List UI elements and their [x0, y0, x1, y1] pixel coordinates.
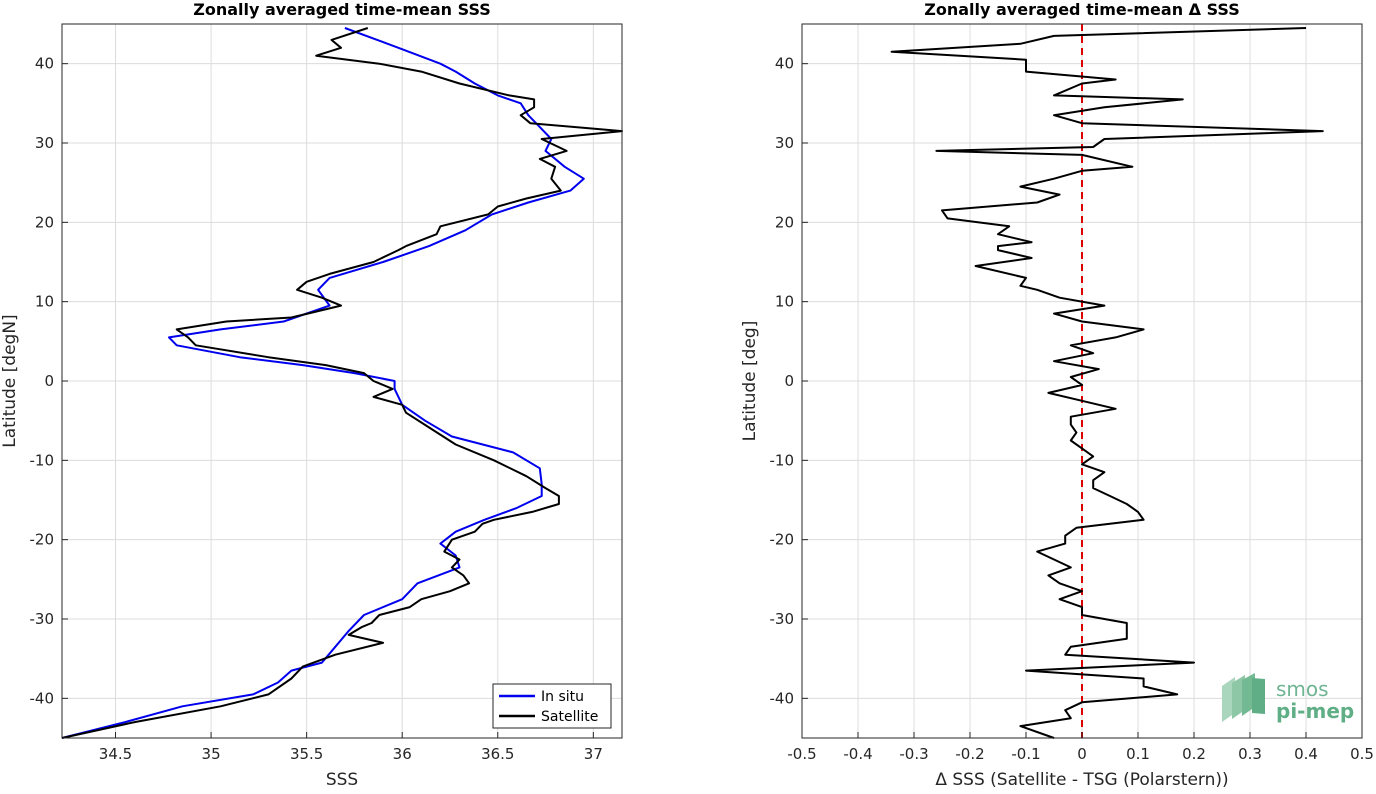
y-tick-label: 10	[35, 293, 54, 311]
y-tick-label: -10	[770, 451, 795, 469]
y-tick-label: 40	[775, 55, 794, 73]
smos-pi-mep-logo: smos pi-mep	[1222, 673, 1354, 723]
x-tick-label: 36.5	[481, 745, 514, 763]
y-tick-label: -20	[770, 531, 795, 549]
logo-text-pimep: pi-mep	[1276, 699, 1354, 723]
logo-wave-3	[1242, 673, 1255, 716]
y-tick-label: -10	[30, 451, 55, 469]
y-axis-label: Latitude [deg]	[740, 321, 760, 442]
x-tick-label: 0.5	[1350, 745, 1374, 763]
y-tick-label: -40	[30, 689, 55, 707]
y-axis-label: Latitude [degN]	[0, 314, 20, 447]
x-tick-label: 0	[1077, 745, 1087, 763]
series-line-delta-sss	[890, 27, 1324, 739]
x-tick-label: 0.1	[1126, 745, 1150, 763]
y-tick-label: -20	[30, 531, 55, 549]
x-tick-label: 35.5	[290, 745, 323, 763]
series-line-in-situ	[61, 27, 585, 739]
logo-wave-4	[1252, 678, 1265, 714]
logo-text-smos: smos	[1276, 677, 1329, 701]
legend-box	[492, 683, 612, 729]
x-tick-label: -0.4	[843, 745, 872, 763]
x-tick-label: 0.4	[1294, 745, 1318, 763]
x-tick-label: 37	[584, 745, 603, 763]
x-tick-label: 36	[393, 745, 412, 763]
x-tick-label: -0.1	[1011, 745, 1040, 763]
y-tick-label: -30	[30, 610, 55, 628]
left-panel: 34.5 35 35.5 36 36.5 37 -40 -30 -20 -10 0 10 20 30 40 Z…	[0, 0, 623, 790]
x-axis-label: Δ SSS (Satellite - TSG (Polarstern))	[935, 770, 1228, 790]
legend-label: Satellite	[541, 709, 598, 725]
x-tick-label: 35	[202, 745, 221, 763]
x-tick-label: -0.5	[787, 745, 816, 763]
y-tick-label: 0	[784, 372, 794, 390]
x-tick-label: 0.2	[1182, 745, 1206, 763]
y-tick-label: -40	[770, 689, 795, 707]
logo-wave-2	[1232, 675, 1245, 719]
y-tick-label: 30	[35, 134, 54, 152]
x-axis-label: SSS	[326, 770, 358, 790]
y-tick-label: 20	[35, 213, 54, 231]
right-panel: -0.5 -0.4 -0.3 -0.2 -0.1 0 0.1 0.2 0.3 0.4 0.5 -40 -…	[740, 0, 1374, 790]
x-tick-label: -0.2	[955, 745, 984, 763]
legend-label: In situ	[541, 689, 584, 705]
x-tick-label: -0.3	[899, 745, 928, 763]
y-tick-label: 0	[44, 372, 54, 390]
y-tick-label: 30	[775, 134, 794, 152]
y-tick-label: 20	[775, 213, 794, 231]
series-line-satellite	[61, 27, 623, 739]
logo-wave-1	[1222, 677, 1235, 722]
chart-title: Zonally averaged time-mean Δ SSS	[924, 0, 1240, 19]
y-tick-label: -30	[770, 610, 795, 628]
y-tick-label: 10	[775, 293, 794, 311]
chart-title: Zonally averaged time-mean SSS	[193, 0, 491, 19]
x-tick-label: 34.5	[99, 745, 132, 763]
y-tick-label: 40	[35, 55, 54, 73]
x-tick-label: 0.3	[1238, 745, 1262, 763]
legend: In situ Satellite	[492, 683, 612, 729]
